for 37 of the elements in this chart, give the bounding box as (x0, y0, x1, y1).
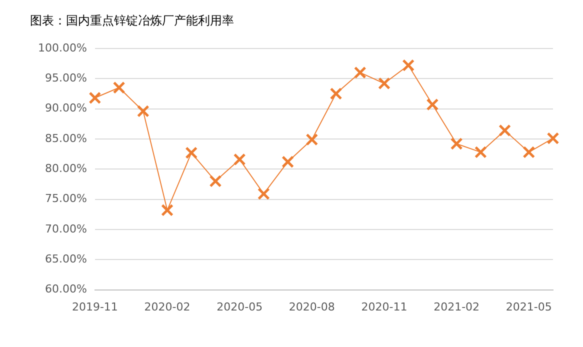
point (161, 204, 174, 216)
x-tick-label: 2020-08 (288, 300, 335, 314)
point (426, 98, 439, 111)
point (354, 66, 366, 79)
x-tick-label: 2020-05 (216, 300, 263, 314)
y-tick-label: 90.00% (44, 102, 87, 115)
x-tick-label: 2020-11 (361, 300, 408, 314)
point (258, 188, 270, 200)
y-tick-label: 95.00% (44, 71, 87, 84)
point (282, 156, 294, 168)
x-tick-label: 2020-02 (144, 300, 190, 314)
point (522, 146, 536, 158)
point (306, 133, 318, 146)
point (136, 104, 150, 118)
point (233, 153, 246, 166)
y-tick-label: 65.00% (44, 252, 87, 266)
point (474, 146, 487, 158)
point (330, 87, 342, 100)
y-tick-label: 80.00% (44, 162, 87, 175)
point (112, 81, 126, 94)
y-tick-label: 60.00% (44, 282, 87, 296)
point (185, 146, 198, 160)
point (450, 138, 463, 150)
y-tick-label: 100.00% (38, 41, 87, 54)
x-tick-label: 2021-05 (506, 300, 552, 314)
y-tick-label: 75.00% (44, 192, 87, 206)
point (402, 59, 415, 72)
y-tick-label: 70.00% (44, 222, 87, 236)
x-tick-label: 2019-11 (72, 300, 118, 314)
point (378, 77, 390, 90)
point (209, 174, 222, 188)
point (88, 92, 102, 104)
chart-title: 图表：国内重点锌锭冶炼厂产能利用率 (30, 13, 234, 28)
point (498, 124, 511, 137)
y-tick-label: 85.00% (44, 132, 87, 145)
x-tick-label: 2021-02 (434, 300, 480, 314)
point (546, 132, 560, 145)
